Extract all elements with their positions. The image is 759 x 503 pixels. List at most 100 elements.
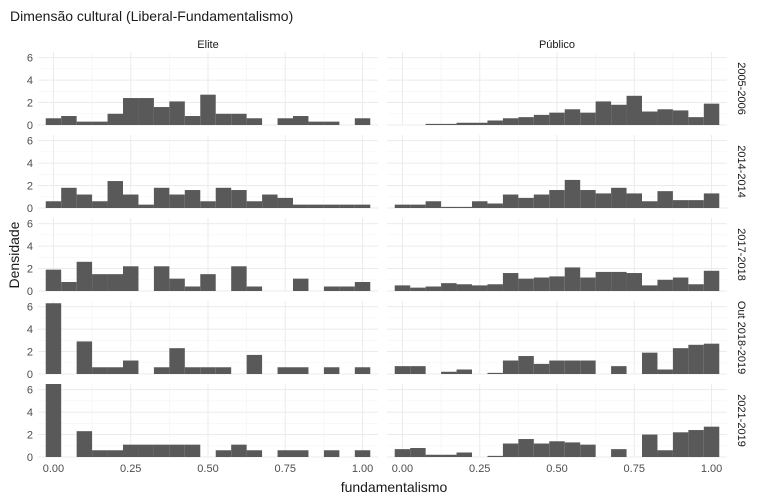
histogram-bar <box>703 343 720 374</box>
histogram-bar <box>277 450 293 457</box>
histogram-4-1 <box>394 426 720 457</box>
histogram-bar <box>425 286 442 291</box>
histogram-bar <box>92 450 108 457</box>
histogram-bar <box>549 441 565 457</box>
histogram-bar <box>354 118 371 125</box>
histogram-1-0 <box>45 181 371 208</box>
histogram-bar <box>703 270 720 291</box>
histogram-bar <box>472 122 488 125</box>
histogram-bar <box>92 201 108 208</box>
y-tick-label: 0 <box>27 286 33 298</box>
histogram-bar <box>138 204 154 208</box>
histogram-bar <box>231 266 247 291</box>
histogram-bar <box>215 367 232 374</box>
y-tick-label: 2 <box>27 430 33 442</box>
histogram-bar <box>76 261 93 291</box>
histogram-bar <box>410 366 426 374</box>
histogram-bar <box>308 121 324 125</box>
y-tick-label: 2 <box>27 98 33 110</box>
histogram-bar <box>231 444 247 457</box>
y-tick-label: 4 <box>27 324 33 336</box>
histogram-bar <box>107 274 123 291</box>
histogram-bar <box>123 98 139 125</box>
histogram-bar <box>277 118 293 125</box>
histogram-bar <box>277 197 293 208</box>
histogram-bar <box>657 109 673 125</box>
histogram-bar <box>672 110 689 125</box>
histogram-bar <box>262 194 278 208</box>
histogram-bar <box>215 113 232 125</box>
y-tick-label: 4 <box>27 241 33 253</box>
histogram-bar <box>107 113 123 125</box>
histogram-bar <box>657 279 673 291</box>
histogram-bar <box>339 204 355 208</box>
y-tick-label: 2 <box>27 347 33 359</box>
histogram-bar <box>231 113 247 125</box>
row-strip-label: 2014-2014 <box>735 145 747 198</box>
histogram-bar <box>45 118 62 125</box>
histogram-bar <box>487 284 503 291</box>
histogram-bar <box>293 450 309 457</box>
histogram-bar <box>595 193 612 208</box>
histogram-bar <box>580 112 596 125</box>
histogram-bar <box>107 450 123 457</box>
histogram-bar <box>642 111 658 125</box>
x-tick-label: 0.50 <box>546 463 567 475</box>
histogram-bar <box>246 118 263 125</box>
histogram-bar <box>626 193 642 208</box>
histogram-bar <box>502 443 519 457</box>
y-tick-label: 0 <box>27 452 33 464</box>
histogram-bar <box>672 432 689 457</box>
histogram-bar <box>441 206 457 208</box>
histogram-bar <box>533 114 550 125</box>
histogram-bar <box>76 341 93 374</box>
row-strip-label: Out 2018-2019 <box>735 301 747 374</box>
histogram-bar <box>502 194 519 208</box>
y-tick-label: 4 <box>27 75 33 87</box>
histogram-bar <box>410 287 426 291</box>
histogram-bar <box>169 101 185 125</box>
histogram-bar <box>533 443 550 457</box>
histogram-bar <box>169 348 185 374</box>
x-tick-label: 0.00 <box>43 463 64 475</box>
histogram-bar <box>595 271 612 291</box>
histogram-bar <box>518 439 534 457</box>
histogram-bar <box>549 112 565 125</box>
histogram-bar <box>564 267 581 291</box>
histogram-bar <box>688 117 704 125</box>
histogram-bar <box>277 367 293 374</box>
histogram-bar <box>153 266 170 291</box>
histogram-bar <box>703 193 720 208</box>
histogram-bar <box>169 444 185 457</box>
histogram-bar <box>487 203 503 208</box>
row-strip: 2017-2018 <box>735 228 747 281</box>
row-strip-labels: 2005-2006 2014-2014 2017-2018 Out 2018-2019… <box>735 62 747 447</box>
histogram-bar <box>564 179 581 208</box>
histogram-bar <box>293 204 309 208</box>
histogram-bar <box>425 454 442 457</box>
panel-grid <box>38 52 727 458</box>
histogram-bar <box>92 367 108 374</box>
histogram-bar <box>533 277 550 291</box>
histogram-2-1 <box>394 267 720 291</box>
histogram-bar <box>246 450 263 457</box>
histogram-bar <box>611 187 627 208</box>
histogram-bar <box>456 452 472 457</box>
histogram-bar <box>456 369 472 374</box>
histogram-bar <box>138 444 154 457</box>
histogram-bar <box>410 204 426 208</box>
histogram-bar <box>246 354 263 374</box>
histogram-bar <box>626 95 642 125</box>
histogram-bar <box>672 277 689 291</box>
histogram-bar <box>293 116 309 125</box>
histogram-bar <box>549 190 565 208</box>
column-strip-label: Elite <box>197 39 218 51</box>
y-tick-label: 2 <box>27 264 33 276</box>
histogram-bar <box>123 194 139 208</box>
histogram-bar <box>354 450 371 457</box>
y-tick-label: 6 <box>27 219 33 231</box>
histogram-bar <box>45 269 62 291</box>
row-strip: 2021-2019 <box>735 394 747 447</box>
histogram-bar <box>502 360 519 374</box>
